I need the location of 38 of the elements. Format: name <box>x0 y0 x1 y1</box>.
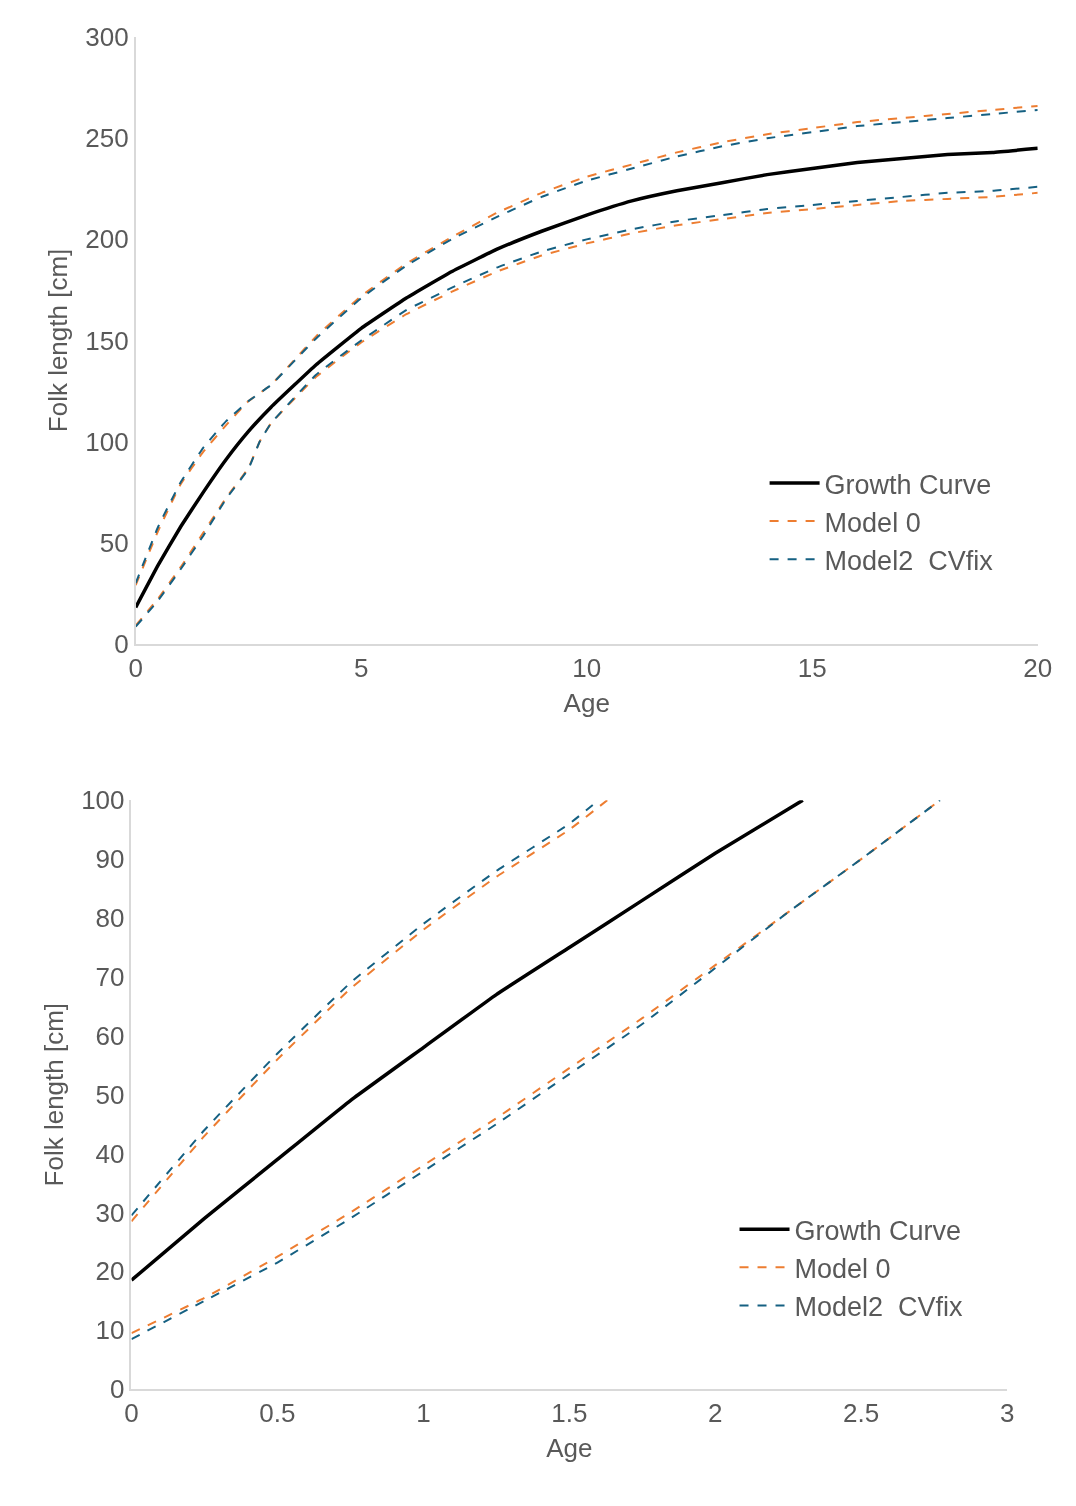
y-tick-label: 10 <box>95 1315 125 1346</box>
y-tick-label: 30 <box>95 1197 125 1228</box>
y-tick-label: 20 <box>95 1256 125 1287</box>
legend-label: Model2 CVfix <box>794 1291 964 1322</box>
x-tick-label: 1.5 <box>551 1398 588 1429</box>
y-tick-label: 50 <box>95 1079 125 1110</box>
y-tick-label: 150 <box>85 325 129 356</box>
y-tick-label: 50 <box>99 527 129 558</box>
y-tick-label: 200 <box>85 224 129 255</box>
y-tick-label: 100 <box>85 426 129 457</box>
y-axis-title: Folk length [cm] <box>39 1002 70 1187</box>
y-tick-label: 80 <box>95 903 125 934</box>
y-tick-label: 300 <box>85 22 129 53</box>
y-tick-label: 250 <box>85 123 129 154</box>
legend-label: Growth Curve <box>824 469 992 500</box>
x-tick-label: 5 <box>353 652 369 683</box>
y-tick-label: 40 <box>95 1138 125 1169</box>
y-axis-title: Folk length [cm] <box>43 248 74 433</box>
x-tick-label: 0.5 <box>259 1398 296 1429</box>
x-tick-label: 2 <box>708 1398 723 1429</box>
y-tick-label: 90 <box>95 844 125 875</box>
y-tick-label: 0 <box>114 628 129 659</box>
x-axis-title: Age <box>546 1433 593 1464</box>
y-tick-label: 100 <box>81 785 125 816</box>
x-tick-label: 1 <box>416 1398 431 1429</box>
x-tick-label: 10 <box>572 652 602 683</box>
x-axis-title: Age <box>563 687 610 718</box>
x-tick-label: 2.5 <box>843 1398 880 1429</box>
legend-label: Model 0 <box>824 507 921 538</box>
y-tick-label: 60 <box>95 1020 125 1051</box>
legend-label: Growth Curve <box>794 1215 962 1246</box>
legend-label: Model2 CVfix <box>824 545 994 576</box>
x-tick-label: 15 <box>797 652 827 683</box>
x-tick-label: 3 <box>999 1398 1015 1429</box>
y-tick-label: 70 <box>95 962 125 993</box>
x-tick-label: 20 <box>1023 652 1053 683</box>
legend-label: Model 0 <box>794 1253 891 1284</box>
y-tick-label: 0 <box>110 1374 125 1405</box>
